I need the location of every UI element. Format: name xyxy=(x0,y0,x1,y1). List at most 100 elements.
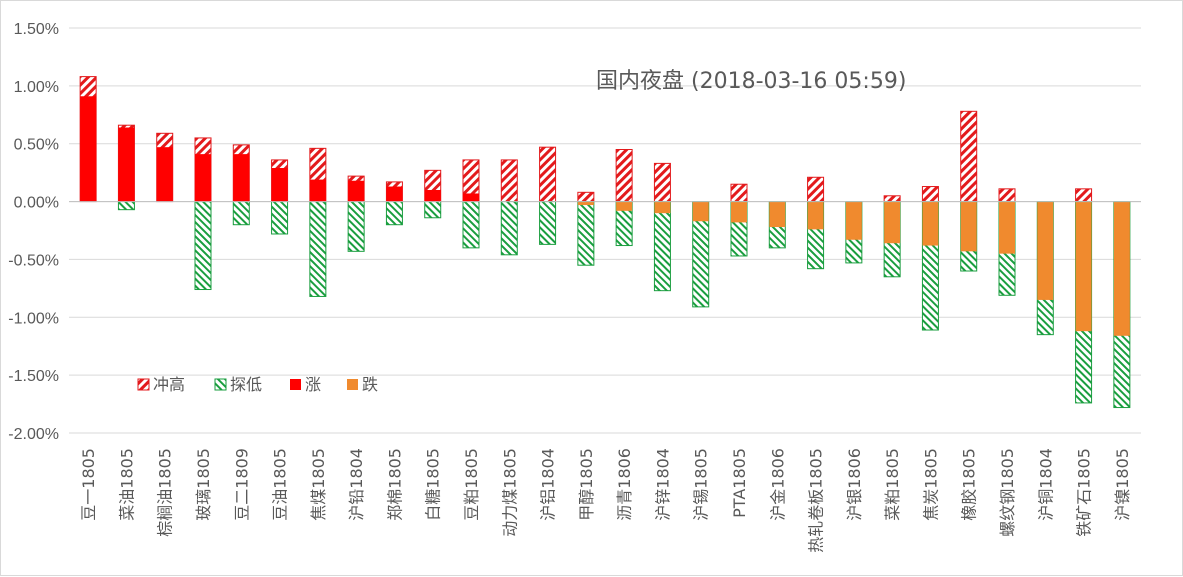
y-tick-label: 1.50% xyxy=(14,21,59,38)
bar-low xyxy=(539,201,557,245)
category-label: 豆一1805 xyxy=(79,448,98,521)
category-label: 玻璃1805 xyxy=(194,448,213,521)
bar-down xyxy=(1075,201,1092,332)
bar-low xyxy=(500,201,518,256)
bar-down xyxy=(922,201,939,246)
bar-down xyxy=(845,201,862,240)
bar-high xyxy=(883,195,901,203)
category-label: 沪铜1804 xyxy=(1036,448,1055,521)
category-label: 沪锌1804 xyxy=(653,448,672,521)
category-label: 沪铅1804 xyxy=(347,448,366,521)
bar-low xyxy=(424,201,442,219)
bar-up xyxy=(156,147,173,202)
category-label: 焦炭1805 xyxy=(921,448,940,521)
legend-swatch xyxy=(214,378,227,391)
bar-high xyxy=(960,110,978,203)
bar-low xyxy=(271,201,289,235)
legend-label: 探低 xyxy=(230,375,262,394)
bar-high xyxy=(615,149,633,203)
bar-low xyxy=(347,201,365,252)
category-label: 豆二1809 xyxy=(232,448,251,521)
legend-label: 跌 xyxy=(362,375,378,394)
bar-up xyxy=(271,168,288,202)
bar-up xyxy=(195,154,211,202)
category-label: 白糖1805 xyxy=(424,448,443,521)
bars-layer xyxy=(69,76,1141,409)
category-label: 沪金1806 xyxy=(768,448,787,521)
bar-high xyxy=(998,188,1016,203)
category-label: 沪铝1804 xyxy=(539,448,558,521)
category-label: 沪锡1805 xyxy=(692,448,711,521)
category-label: 豆油1805 xyxy=(271,448,290,521)
bar-low xyxy=(385,201,403,226)
bar-up xyxy=(424,190,441,202)
bar-high xyxy=(1075,188,1093,203)
bar-down xyxy=(1037,201,1054,300)
category-label: 动力煤1805 xyxy=(500,448,519,537)
bar-high xyxy=(921,186,939,203)
bar-up xyxy=(386,186,403,202)
category-label: 焦煤1805 xyxy=(309,448,328,521)
category-label: PTA1805 xyxy=(730,448,749,518)
bar-low xyxy=(194,201,212,291)
x-axis: 豆一1805 菜油1805 棕榈油1805 玻璃1805 豆二1809 豆油1805 焦煤1… xyxy=(79,448,1132,553)
bar-low xyxy=(309,201,327,297)
bar-up xyxy=(233,154,250,202)
bar-high xyxy=(500,159,518,203)
bar-down xyxy=(807,201,824,230)
bar-up xyxy=(309,179,326,202)
category-label: 甲醇1805 xyxy=(577,448,596,521)
category-label: 橡胶1805 xyxy=(960,448,979,521)
legend-label: 冲高 xyxy=(153,375,185,394)
chart-title: 国内夜盘 (2018-03-16 05:59) xyxy=(596,69,906,94)
category-label: 沪银1806 xyxy=(845,448,864,521)
y-tick-label: -1.00% xyxy=(8,310,59,327)
bar-down xyxy=(692,201,709,222)
y-tick-label: 0.50% xyxy=(14,137,59,154)
y-axis: 1.50% 1.00% 0.50% 0.00% -0.50% -1.00% -1.50% -2… xyxy=(8,21,59,443)
bar-up xyxy=(80,96,97,202)
bar-down xyxy=(654,201,671,214)
category-label: 郑棉1805 xyxy=(385,448,404,521)
bar-high xyxy=(807,176,825,203)
bar-down xyxy=(1113,201,1130,336)
category-label: 热轧卷板1805 xyxy=(807,448,826,553)
bar-high xyxy=(577,191,595,203)
bar-low xyxy=(577,201,595,266)
category-label: 棕榈油1805 xyxy=(156,448,175,537)
bar-high xyxy=(730,183,748,203)
bar-up xyxy=(118,127,135,202)
bar-low xyxy=(232,201,250,226)
bar-down xyxy=(769,201,786,228)
category-label: 菜油1805 xyxy=(117,448,136,521)
category-label: 铁矿石1805 xyxy=(1075,448,1094,537)
y-tick-label: 0.00% xyxy=(14,195,59,212)
category-label: 菜粕1805 xyxy=(883,448,902,521)
category-label: 沥青1806 xyxy=(615,448,634,521)
bar-low xyxy=(117,201,135,211)
bar-high xyxy=(653,162,671,203)
legend: 冲高 探低 涨 跌 xyxy=(137,375,378,394)
y-tick-label: -2.00% xyxy=(8,426,59,443)
y-tick-label: -1.50% xyxy=(8,368,59,385)
bar-down xyxy=(960,201,977,252)
legend-swatch xyxy=(347,379,358,390)
category-label: 沪镍1805 xyxy=(1113,448,1132,521)
bar-down xyxy=(577,201,594,206)
bar-low xyxy=(462,201,480,249)
bar-low xyxy=(653,201,671,292)
y-tick-label: -0.50% xyxy=(8,252,59,269)
category-label: 螺纹钢1805 xyxy=(998,448,1017,537)
legend-label: 涨 xyxy=(305,375,321,394)
y-tick-label: 1.00% xyxy=(14,79,59,96)
bar-down xyxy=(616,201,633,211)
bar-down xyxy=(999,201,1015,254)
legend-swatch xyxy=(137,378,150,391)
bar-up xyxy=(463,193,479,202)
bar-high xyxy=(539,146,557,203)
bar-down xyxy=(884,201,901,244)
category-label: 豆粕1805 xyxy=(462,448,481,521)
bar-down xyxy=(731,201,747,223)
